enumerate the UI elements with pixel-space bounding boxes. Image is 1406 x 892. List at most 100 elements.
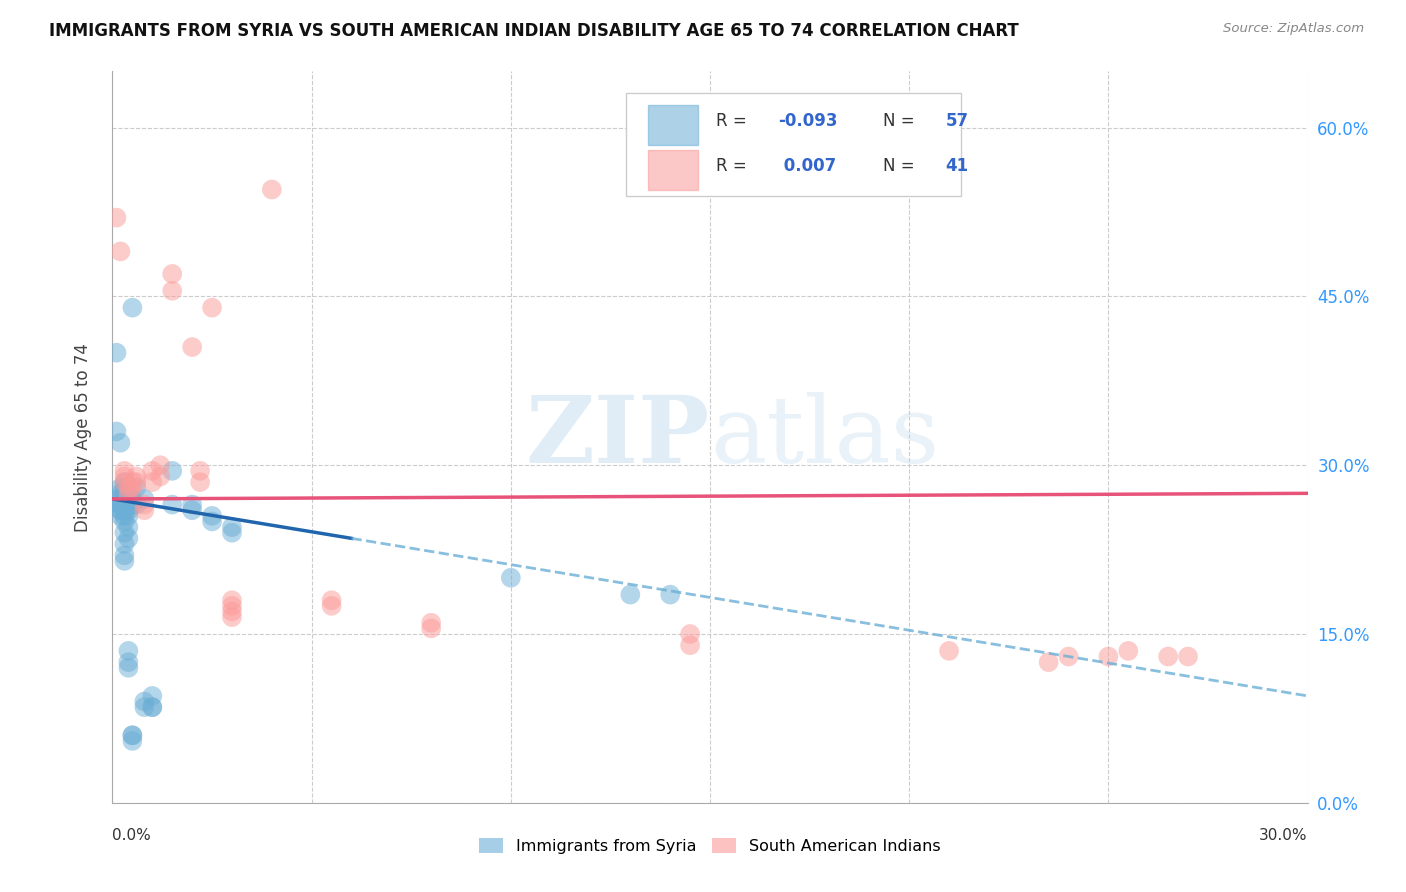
Point xyxy=(134,694,156,708)
Point xyxy=(221,599,243,613)
Point xyxy=(110,491,132,506)
Point xyxy=(149,469,172,483)
Point xyxy=(121,728,143,742)
Point xyxy=(260,182,283,196)
Point xyxy=(420,621,443,635)
Point xyxy=(114,503,135,517)
Point xyxy=(125,469,148,483)
Point xyxy=(117,520,139,534)
Point xyxy=(201,301,224,315)
Point xyxy=(499,571,522,585)
Point xyxy=(134,491,156,506)
Point xyxy=(162,464,183,478)
Point xyxy=(114,554,135,568)
Point xyxy=(117,655,139,669)
Point xyxy=(1057,649,1080,664)
Point xyxy=(181,503,204,517)
Text: -0.093: -0.093 xyxy=(778,112,838,130)
Point xyxy=(114,464,135,478)
Point xyxy=(149,458,172,473)
Text: N =: N = xyxy=(883,158,920,176)
Point xyxy=(679,627,702,641)
Point xyxy=(110,244,132,259)
Point xyxy=(121,728,143,742)
Point xyxy=(101,491,124,506)
Point xyxy=(117,491,139,506)
Point xyxy=(105,345,128,359)
Point xyxy=(114,508,135,523)
Point xyxy=(110,503,132,517)
Point xyxy=(114,548,135,562)
Point xyxy=(188,475,211,489)
Point xyxy=(201,508,224,523)
FancyBboxPatch shape xyxy=(627,94,962,195)
Point xyxy=(162,284,183,298)
Point xyxy=(125,475,148,489)
Point xyxy=(420,615,443,630)
Text: 41: 41 xyxy=(945,158,969,176)
Point xyxy=(121,491,143,506)
Point xyxy=(121,301,143,315)
Point xyxy=(105,211,128,225)
Point xyxy=(121,475,143,489)
Point xyxy=(117,498,139,512)
Point xyxy=(321,599,343,613)
Point xyxy=(134,503,156,517)
Point xyxy=(134,498,156,512)
Point xyxy=(114,475,135,489)
Point xyxy=(125,498,148,512)
Point xyxy=(110,486,132,500)
Point xyxy=(221,525,243,540)
Point xyxy=(141,700,163,714)
Text: R =: R = xyxy=(716,158,752,176)
Text: R =: R = xyxy=(716,112,752,130)
Point xyxy=(105,425,128,439)
Point xyxy=(141,689,163,703)
Point xyxy=(117,532,139,546)
Text: atlas: atlas xyxy=(710,392,939,482)
Point xyxy=(117,508,139,523)
Point xyxy=(117,661,139,675)
Bar xyxy=(648,150,699,190)
Point xyxy=(121,481,143,495)
Point xyxy=(1157,649,1180,664)
Point xyxy=(221,610,243,624)
Point xyxy=(114,525,135,540)
Text: ZIP: ZIP xyxy=(526,392,710,482)
Point xyxy=(114,491,135,506)
Text: 30.0%: 30.0% xyxy=(1260,829,1308,844)
Point xyxy=(114,475,135,489)
Point xyxy=(188,464,211,478)
Point xyxy=(114,481,135,495)
Point xyxy=(141,475,163,489)
Point xyxy=(121,498,143,512)
Point xyxy=(221,605,243,619)
Point xyxy=(125,481,148,495)
Point xyxy=(1177,649,1199,664)
Point xyxy=(134,700,156,714)
Text: N =: N = xyxy=(883,112,920,130)
Text: 0.007: 0.007 xyxy=(778,158,837,176)
Point xyxy=(141,464,163,478)
Text: IMMIGRANTS FROM SYRIA VS SOUTH AMERICAN INDIAN DISABILITY AGE 65 TO 74 CORRELATI: IMMIGRANTS FROM SYRIA VS SOUTH AMERICAN … xyxy=(49,22,1019,40)
Point xyxy=(659,588,682,602)
Text: 0.0%: 0.0% xyxy=(112,829,152,844)
Point xyxy=(321,593,343,607)
Y-axis label: Disability Age 65 to 74: Disability Age 65 to 74 xyxy=(73,343,91,532)
Legend: Immigrants from Syria, South American Indians: Immigrants from Syria, South American In… xyxy=(472,831,948,861)
Point xyxy=(110,498,132,512)
Point xyxy=(117,644,139,658)
Point xyxy=(114,469,135,483)
Point xyxy=(114,486,135,500)
Point xyxy=(121,734,143,748)
Point xyxy=(114,515,135,529)
Point xyxy=(679,638,702,652)
Point xyxy=(162,498,183,512)
Text: 57: 57 xyxy=(945,112,969,130)
Point xyxy=(181,340,204,354)
Point xyxy=(141,700,163,714)
Point xyxy=(619,588,641,602)
Point xyxy=(1038,655,1060,669)
Point xyxy=(110,481,132,495)
Point xyxy=(162,267,183,281)
